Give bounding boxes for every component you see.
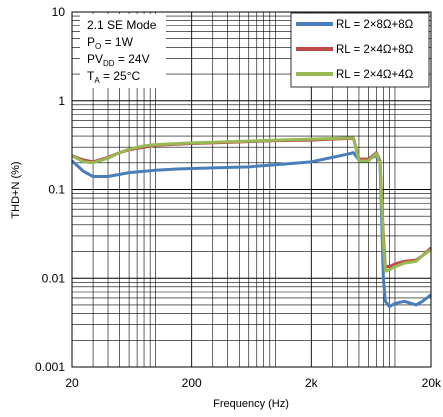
annotation-supply: PVDD = 24V: [87, 52, 150, 68]
annotation-power: PO = 1W: [87, 35, 134, 51]
y-tick-label: 0.001: [35, 360, 65, 374]
plot-border: [71, 11, 432, 368]
annotation-background: [80, 14, 166, 88]
legend-label-1: RL = 2×8Ω+8Ω: [336, 19, 414, 31]
x-tick-label: 20k: [422, 376, 442, 390]
annotation-mode: 2.1 SE Mode: [87, 18, 157, 32]
x-tick-label: 200: [182, 376, 202, 390]
legend: RL = 2×8Ω+8Ω RL = 2×4Ω+8Ω RL = 2×4Ω+4Ω: [290, 12, 430, 88]
legend-label-2: RL = 2×4Ω+8Ω: [336, 44, 414, 56]
y-tick-label: 1: [58, 94, 65, 108]
x-axis-label: Frequency (Hz): [213, 398, 289, 410]
series-line-1: [70, 151, 432, 309]
annotation-temperature: TA = 25°C: [87, 69, 141, 85]
y-tick-labels: 10 1 0.1 0.01 0.001: [35, 5, 65, 374]
x-tick-label: 2k: [305, 376, 319, 390]
x-tick-label: 20: [65, 376, 79, 390]
legend-label-3: RL = 2×4Ω+4Ω: [336, 69, 414, 81]
y-axis-label: THD+N (%): [10, 161, 22, 218]
annotation-box: 2.1 SE Mode PO = 1W PVDD = 24V TA = 25°C: [80, 14, 166, 88]
x-tick-labels: 20 200 2k 20k: [65, 376, 442, 390]
series-line-3: [71, 136, 432, 273]
series-layer: [70, 136, 433, 309]
y-tick-label: 0.01: [42, 271, 66, 285]
y-tick-label: 10: [52, 5, 66, 19]
y-tick-label: 0.1: [48, 183, 65, 197]
major-grid: [72, 12, 431, 367]
